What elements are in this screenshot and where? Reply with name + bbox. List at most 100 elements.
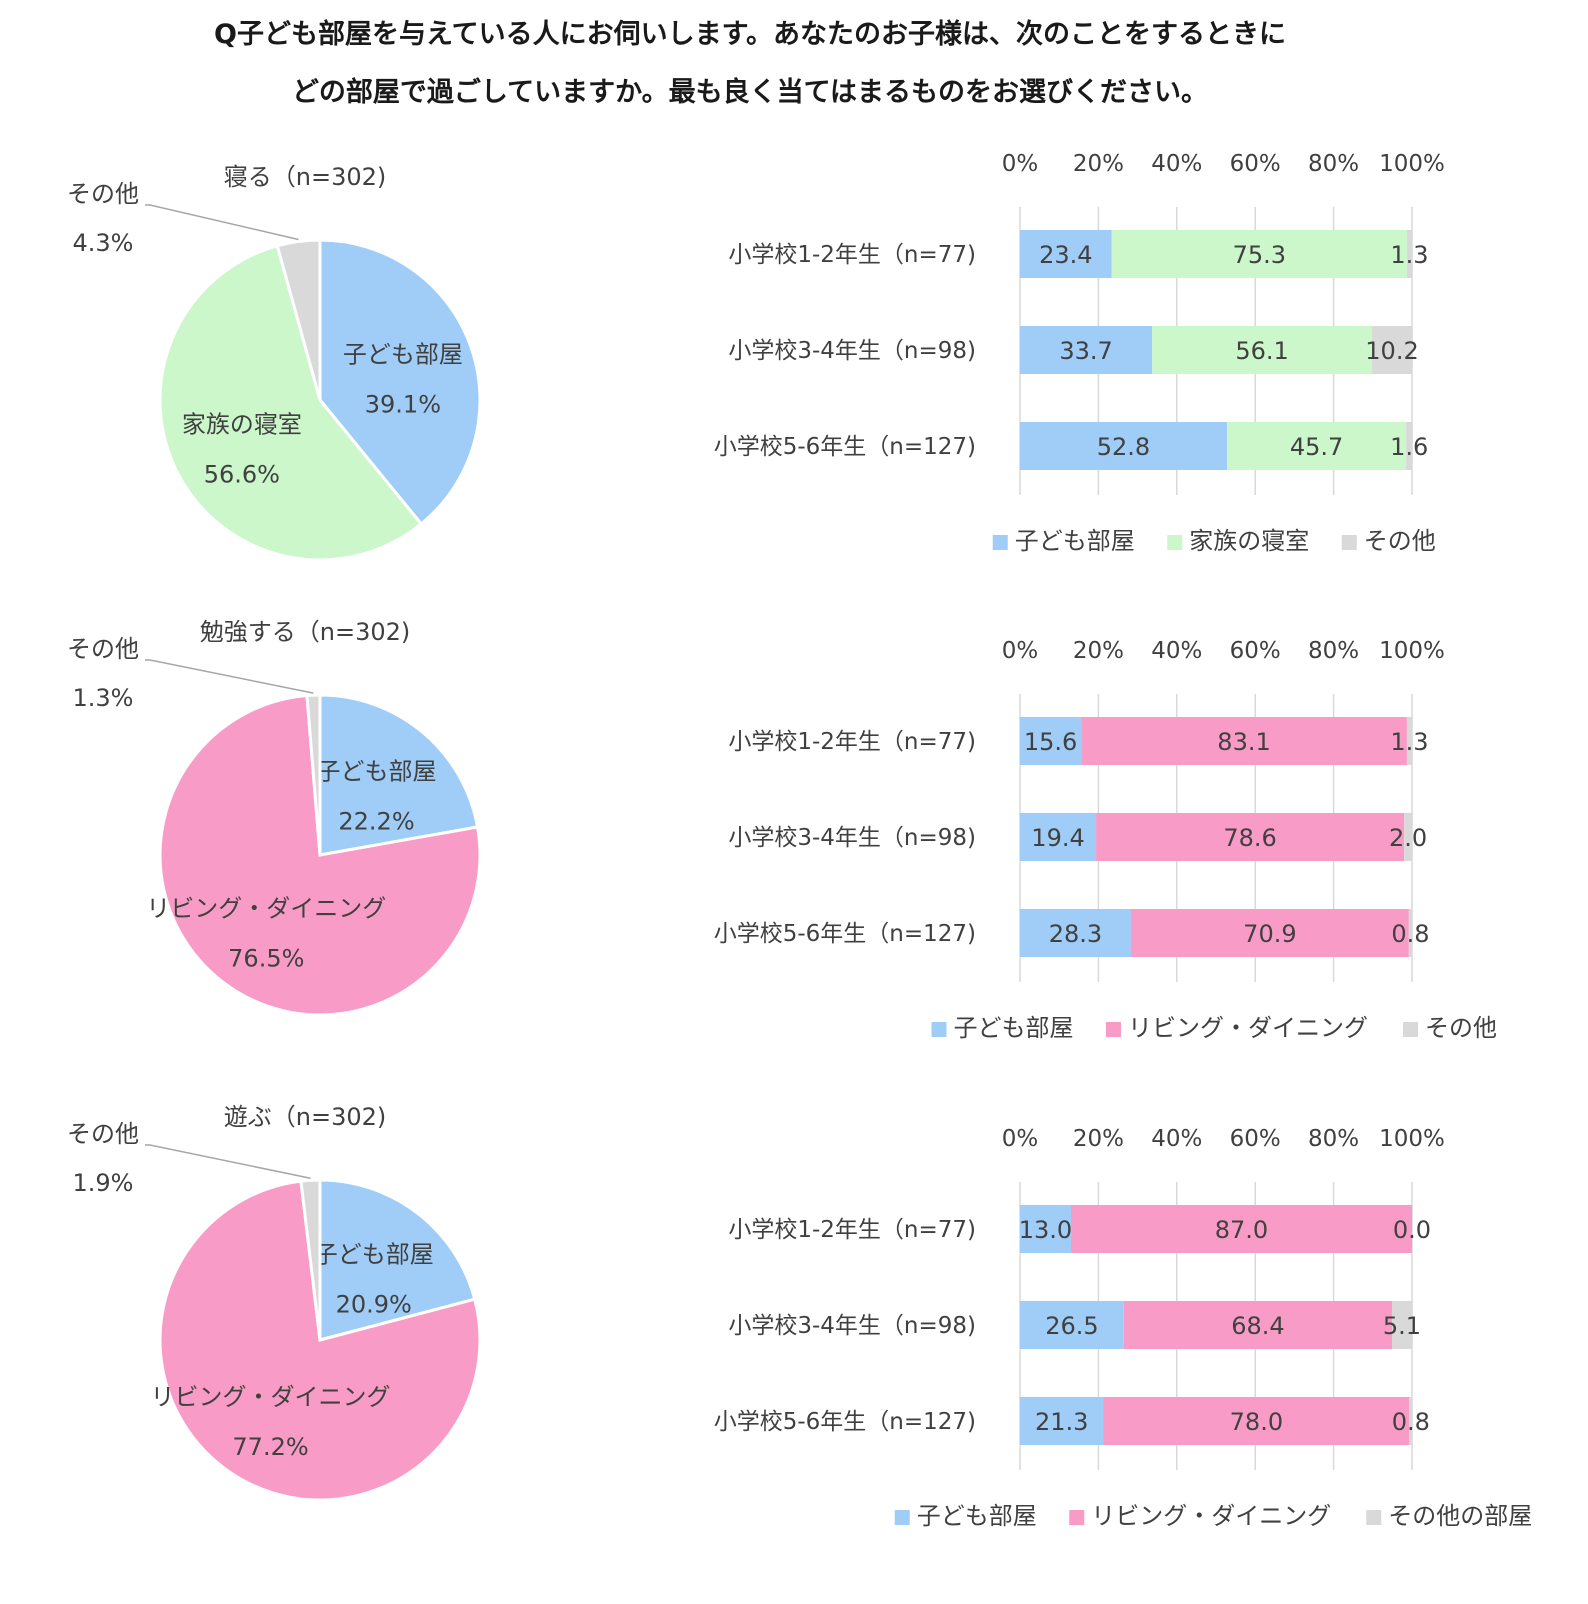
bar-chart-study: 0% 20% 40% 60% 80% 100% 小学校1-2年生（n=77) 15.6 83.1… [714,638,1497,1042]
legend-swatch [894,1510,910,1525]
legend-label: その他 [1364,527,1436,555]
data-label: 87.0 [1215,1216,1268,1244]
pie-title: 寝る（n=302) [224,163,387,191]
legend-swatch [1403,1022,1418,1037]
pie-chart-study: 勉強する（n=302) 子ども部屋 22.2% リビング・ダイニング 76.5% その他 1… [67,618,482,1017]
data-label: 0.8 [1392,1408,1430,1436]
x-tick-label: 60% [1230,638,1281,664]
category-label: 小学校3-4年生（n=98) [728,1313,976,1339]
category-label: 小学校5-6年生（n=127) [714,921,976,947]
category-label: 小学校1-2年生（n=77) [728,242,976,268]
pie-slice [158,243,424,562]
pie-slice [318,693,480,857]
bar-segment [1096,813,1405,861]
pie-slice [305,693,322,856]
category-label: 小学校5-6年生（n=127) [714,434,976,460]
pie-slice-label: 子ども部屋 [343,340,463,368]
legend-swatch [1167,535,1183,550]
bar-segment [1404,813,1412,861]
data-label: 83.1 [1217,728,1270,756]
x-tick-label: 60% [1230,151,1281,177]
leader-line [145,659,314,694]
x-tick-label: 0% [1002,1126,1039,1152]
bar-segment [1103,1397,1410,1445]
pie-value-label: 22.2% [338,808,414,836]
pie-slice-label: その他 [67,1120,139,1148]
legend-label: 子ども部屋 [1015,527,1135,555]
pie-value-label: 56.6% [204,460,280,488]
data-label: 5.1 [1383,1312,1421,1340]
category-label: 小学校1-2年生（n=77) [728,729,976,755]
data-label: 10.2 [1365,337,1418,365]
legend-label: その他の部屋 [1388,1502,1532,1530]
data-label: 15.6 [1024,728,1077,756]
bar-segment [1020,326,1153,374]
bar-segment [1081,717,1407,765]
pie-value-label: 77.2% [232,1433,308,1461]
bar-segment [1408,909,1412,957]
pie-value-label: 4.3% [73,229,134,257]
bar-chart-sleep: 0% 20% 40% 60% 80% 100% 小学校1-2年生（n=77) 23.4 75.3… [714,151,1445,555]
data-label: 13.0 [1019,1216,1072,1244]
pie-chart-sleep: 寝る（n=302) 子ども部屋 39.1% 家族の寝室 56.6% その他 4.3% [67,163,482,562]
legend-label: 子ども部屋 [954,1014,1074,1042]
pie-value-label: 1.3% [73,684,134,712]
legend-swatch [1341,535,1357,550]
x-tick-label: 60% [1230,1126,1281,1152]
bar-segment [1226,422,1407,470]
data-label: 1.3 [1390,241,1428,269]
bar-segment [1020,813,1097,861]
bar-segment [1020,1205,1071,1253]
x-tick-label: 100% [1379,151,1445,177]
bar-segment [1409,1397,1413,1445]
pie-slice [318,238,482,527]
data-label: 2.0 [1389,824,1427,852]
pie-slice-label: 子ども部屋 [314,1240,434,1268]
pie-slice-label: リビング・ダイニング [151,1383,391,1411]
category-label: 小学校3-4年生（n=98) [728,825,976,851]
bar-segment [1406,422,1413,470]
x-tick-label: 100% [1379,1126,1445,1152]
x-tick-label: 0% [1002,638,1039,664]
pie-value-label: 20.9% [336,1290,412,1318]
bar-segment [1123,1301,1393,1349]
chart-title-line1: Q子ども部屋を与えている人にお伺いします。あなたのお子様は、次のことをするときに [214,19,1286,50]
pie-slice [318,1178,477,1342]
pie-slice-label: リビング・ダイニング [146,895,386,923]
pie-slice-label: 家族の寝室 [182,410,302,438]
data-label: 52.8 [1097,433,1150,461]
legend-label: リビング・ダイニング [1091,1502,1331,1530]
pie-value-label: 1.9% [73,1169,134,1197]
data-label: 21.3 [1035,1408,1088,1436]
x-tick-label: 0% [1002,151,1039,177]
legend-swatch [931,1022,947,1037]
pie-slice-label: その他 [67,180,139,208]
legend-label: リビング・ダイニング [1128,1014,1368,1042]
pie-value-label: 39.1% [365,390,441,418]
x-tick-label: 40% [1151,638,1202,664]
data-label: 68.4 [1231,1312,1284,1340]
data-label: 33.7 [1059,337,1112,365]
data-label: 45.7 [1290,433,1343,461]
legend-label: その他 [1425,1014,1497,1042]
category-label: 小学校1-2年生（n=77) [728,1217,976,1243]
pie-slice [158,693,482,1017]
bar-segment [1020,1397,1104,1445]
leader-line [145,1144,311,1180]
data-label: 78.6 [1223,824,1276,852]
legend-swatch [992,535,1008,550]
legend-swatch [1069,1510,1085,1525]
x-tick-label: 40% [1151,151,1202,177]
chart-title-line2: どの部屋で過ごしていますか。最も良く当てはまるものをお選びください。 [291,77,1209,108]
legend-swatch [1106,1022,1121,1037]
data-label: 28.3 [1049,920,1102,948]
category-label: 小学校5-6年生（n=127) [714,1409,976,1435]
bar-segment [1130,909,1409,957]
legend-swatch [1366,1510,1382,1525]
pie-title: 勉強する（n=302) [200,618,411,646]
pie-title: 遊ぶ（n=302) [224,1103,387,1131]
data-label: 78.0 [1230,1408,1283,1436]
bar-segment [1020,717,1082,765]
legend-label: 子ども部屋 [917,1502,1037,1530]
bar-segment [1152,326,1373,374]
